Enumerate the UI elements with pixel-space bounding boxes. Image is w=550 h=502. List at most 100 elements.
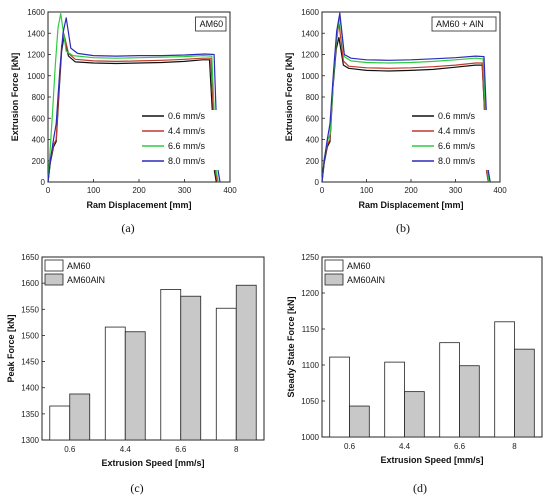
y-tick-label: 200: [306, 157, 320, 166]
bar-am60: [494, 321, 515, 438]
x-tick-label: 0.6: [64, 445, 76, 454]
y-tick-label: 800: [32, 93, 46, 102]
bar-am60aln: [69, 393, 91, 441]
legend-background: [138, 110, 224, 170]
x-tick-label: 6.6: [454, 442, 466, 451]
x-tick-label: 400: [223, 186, 237, 195]
y-tick-label: 800: [306, 93, 320, 102]
y-axis-label: Peak Force [kN]: [6, 314, 16, 382]
y-tick-label: 0: [41, 178, 46, 187]
y-tick-label: 1400: [21, 384, 39, 393]
x-tick-label: 100: [87, 186, 101, 195]
legend-background: [408, 110, 494, 170]
x-tick-label: 8: [512, 442, 517, 451]
bar-am60: [439, 342, 460, 438]
plot-frame: [321, 256, 543, 438]
legend-label: 6.6 mm/s: [438, 141, 476, 151]
y-tick-label: 1150: [302, 325, 320, 334]
legend-label: 8.0 mm/s: [438, 156, 476, 166]
y-axis-label: Steady State Force [kN]: [286, 296, 296, 397]
material-tag-box: [195, 16, 227, 32]
x-tick-label: 0: [46, 186, 51, 195]
x-tick-label: 0: [320, 186, 325, 195]
y-tick-label: 1250: [301, 253, 319, 262]
legend-label: 8.0 mm/s: [168, 156, 206, 166]
y-tick-label: 1200: [27, 51, 45, 60]
bar-am60: [384, 361, 405, 438]
y-axis-label: Extrusion Force [kN]: [10, 53, 20, 142]
bar-am60aln: [404, 391, 425, 438]
x-axis-label: Extrusion Speed [mm/s]: [101, 458, 204, 468]
panel-caption: (b): [396, 221, 410, 235]
legend-label: AM60AlN: [347, 275, 385, 285]
y-tick-label: 1600: [301, 8, 319, 17]
legend-label: AM60: [67, 261, 91, 271]
x-axis-label: Ram Displacement [mm]: [86, 200, 191, 210]
x-tick-label: 200: [132, 186, 146, 195]
bar-am60aln: [349, 405, 370, 438]
y-tick-label: 1350: [21, 410, 39, 419]
legend-label: AM60AlN: [67, 275, 105, 285]
y-tick-label: 1050: [301, 397, 319, 406]
x-tick-label: 6.6: [175, 445, 187, 454]
y-tick-label: 600: [306, 114, 320, 123]
panel-d-bar-chart: 1000 1050 1100 1150 1200 1250 Steady State For…: [286, 253, 543, 495]
legend-label: AM60: [347, 261, 371, 271]
x-axis-label: Extrusion Speed [mm/s]: [380, 455, 483, 465]
legend-label: 4.4 mm/s: [168, 126, 206, 136]
bar-am60: [49, 405, 71, 441]
panel-caption: (a): [121, 221, 134, 235]
x-tick-label: 200: [404, 186, 418, 195]
y-tick-label: 1600: [21, 279, 39, 288]
bar-am60aln: [235, 284, 257, 441]
x-tick-label: 100: [360, 186, 374, 195]
bar-am60: [104, 326, 126, 441]
series-line-0-6-mm-s: [47, 36, 217, 183]
y-tick-label: 1100: [302, 361, 320, 370]
bar-am60aln: [124, 331, 146, 441]
x-axis-label: Ram Displacement [mm]: [358, 200, 463, 210]
x-tick-label: 8: [234, 445, 239, 454]
y-tick-label: 1000: [27, 72, 45, 81]
x-tick-label: 300: [178, 186, 192, 195]
y-tick-label: 1450: [21, 358, 39, 367]
legend-label: 4.4 mm/s: [438, 126, 476, 136]
plot-frame: [41, 256, 265, 441]
x-tick-label: 0.6: [344, 442, 356, 451]
series-line-8-0-mm-s: [47, 17, 221, 183]
legend-swatch: [324, 273, 344, 286]
panel-caption: (c): [130, 481, 143, 495]
y-axis-label: Extrusion Force [kN]: [284, 53, 294, 142]
bar-am60aln: [514, 348, 535, 438]
material-tag-box: [431, 16, 497, 32]
legend-label: 6.6 mm/s: [168, 141, 206, 151]
bar-am60: [160, 289, 182, 441]
legend-label: 0.6 mm/s: [168, 111, 206, 121]
series-line-4-4-mm-s: [47, 33, 218, 183]
x-tick-label: 4.4: [120, 445, 132, 454]
bar-am60aln: [180, 295, 202, 441]
material-tag: AM60: [200, 19, 224, 29]
y-tick-label: 400: [32, 136, 46, 145]
bar-am60: [329, 356, 350, 438]
bar-am60: [215, 307, 237, 441]
y-tick-label: 1000: [301, 433, 319, 442]
x-tick-label: 300: [449, 186, 463, 195]
x-tick-label: 400: [493, 186, 507, 195]
series-line-8-0-mm-s: [321, 12, 491, 183]
panel-c-bar-chart: 1300 1350 1400 1450 1500 1550 1600 1650 Peak For…: [6, 253, 265, 495]
bar-am60aln: [459, 365, 480, 438]
legend-label: 0.6 mm/s: [438, 111, 476, 121]
panel-caption: (d): [413, 481, 427, 495]
y-tick-label: 1200: [301, 289, 319, 298]
series-line-6-6-mm-s: [47, 13, 219, 183]
series-line-6-6-mm-s: [321, 15, 490, 183]
x-tick-label: 4.4: [399, 442, 411, 451]
y-tick-label: 400: [306, 136, 320, 145]
series-line-4-4-mm-s: [321, 22, 489, 183]
y-tick-label: 1000: [301, 72, 319, 81]
y-tick-label: 1500: [21, 331, 39, 340]
